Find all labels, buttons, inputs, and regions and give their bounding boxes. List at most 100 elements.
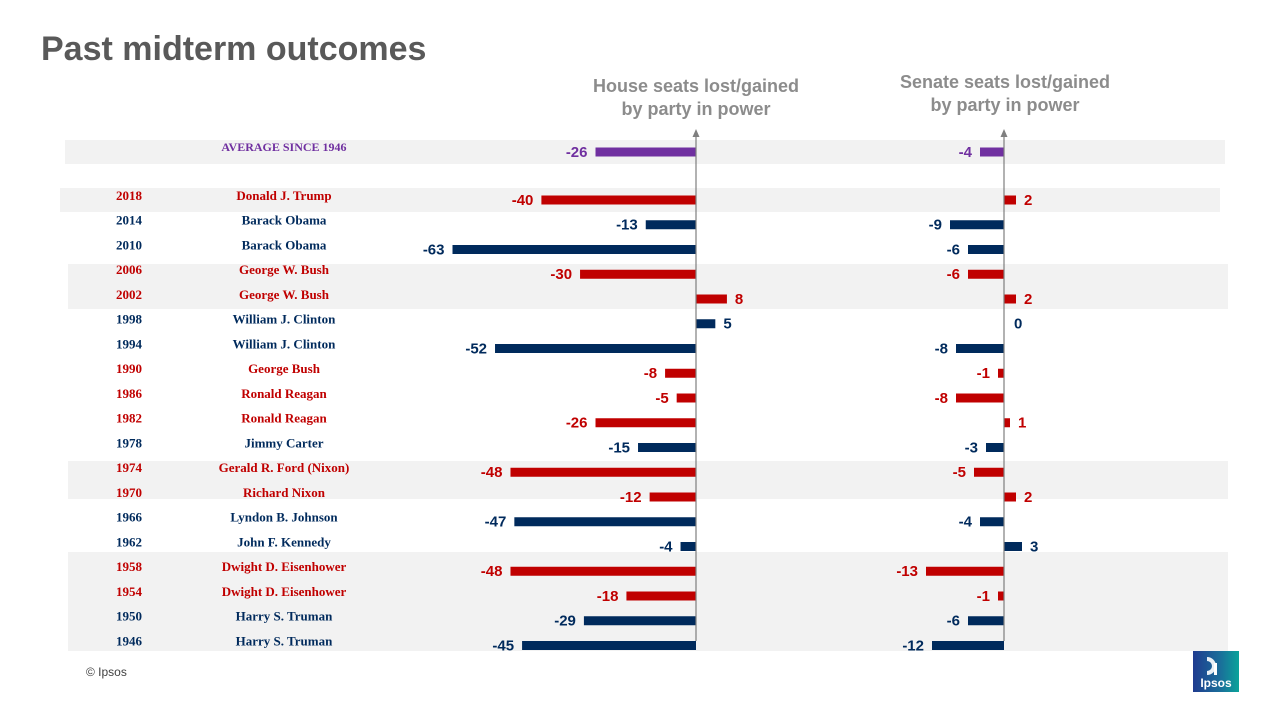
- senate-value-2002: 2: [1024, 291, 1032, 308]
- ipsos-logo: Ipsos: [1193, 651, 1239, 692]
- year-label-2002: 2002: [116, 287, 142, 302]
- president-label-1982: Ronald Reagan: [241, 411, 327, 426]
- house-value-1978: -15: [608, 439, 630, 456]
- year-label-1990: 1990: [116, 361, 142, 376]
- house-bar-2010: [452, 245, 696, 254]
- senate-bar-2002: [1004, 294, 1016, 304]
- row-2010: 2010 Barack Obama -63 -6: [116, 237, 1004, 258]
- house-value-2014: -13: [616, 217, 638, 234]
- senate-header-line1: Senate seats lost/gained: [899, 72, 1111, 92]
- row-1958: 1958 Dwight D. Eisenhower -48 -13: [116, 559, 1004, 580]
- senate-bar-2010: [968, 245, 1004, 254]
- house-zero-axis-arrow: [692, 129, 700, 137]
- house-value-1966: -47: [485, 514, 507, 531]
- senate-bar-1946: [932, 641, 1004, 650]
- president-label-2006: George W. Bush: [239, 262, 330, 277]
- president-label-1954: Dwight D. Eisenhower: [222, 584, 347, 599]
- average-row: AVERAGE SINCE 1946 -26 -4: [221, 140, 1004, 161]
- year-label-2018: 2018: [116, 188, 143, 203]
- senate-bar-1958: [926, 566, 1004, 576]
- average-label: AVERAGE SINCE 1946: [221, 140, 346, 154]
- house-value-2018: -40: [512, 192, 534, 209]
- year-label-1986: 1986: [116, 386, 143, 401]
- senate-bar-1950: [968, 616, 1004, 626]
- senate-value-1982: 1: [1018, 415, 1026, 432]
- house-bar-2006: [580, 269, 696, 279]
- row-1974: 1974 Gerald R. Ford (Nixon) -48 -5: [116, 460, 1004, 481]
- house-bar-1954: [626, 591, 696, 601]
- senate-value-average: -4: [959, 144, 973, 161]
- year-label-1994: 1994: [116, 336, 143, 351]
- page-title: Past midterm outcomes: [41, 30, 427, 68]
- senate-bar-1994: [956, 344, 1004, 353]
- house-header-line2: by party in power: [621, 99, 771, 119]
- house-value-1962: -4: [659, 538, 673, 555]
- house-value-1990: -8: [644, 365, 657, 382]
- year-label-1962: 1962: [116, 534, 142, 549]
- president-label-1986: Ronald Reagan: [241, 386, 327, 401]
- senate-bar-1982: [1004, 418, 1010, 428]
- row-2018: 2018 Donald J. Trump -40 2: [116, 188, 1032, 209]
- senate-bar-1990: [998, 368, 1004, 378]
- house-bar-1958: [510, 566, 696, 576]
- senate-bar-1966: [980, 517, 1004, 527]
- year-label-1958: 1958: [116, 559, 143, 574]
- president-label-1974: Gerald R. Ford (Nixon): [219, 460, 350, 475]
- president-label-2002: George W. Bush: [239, 287, 330, 302]
- year-label-1966: 1966: [116, 510, 143, 525]
- year-label-1974: 1974: [116, 460, 143, 475]
- row-1962: 1962 John F. Kennedy -4 3: [116, 534, 1038, 555]
- senate-zero-axis-arrow: [1000, 129, 1008, 137]
- house-value-1970: -12: [620, 489, 642, 506]
- senate-value-2014: -9: [929, 217, 942, 234]
- senate-value-1950: -6: [947, 613, 960, 630]
- senate-bar-1962: [1004, 542, 1022, 551]
- house-bar-1986: [676, 393, 696, 403]
- year-label-1946: 1946: [116, 633, 143, 648]
- year-label-2014: 2014: [116, 213, 143, 228]
- senate-value-1974: -5: [953, 464, 966, 481]
- house-column-header: House seats lost/gained by party in powe…: [566, 75, 826, 121]
- row-1966: 1966 Lyndon B. Johnson -47 -4: [116, 510, 1004, 531]
- year-label-1982: 1982: [116, 411, 142, 426]
- senate-bar-1986: [956, 393, 1004, 403]
- row-1950: 1950 Harry S. Truman -29 -6: [116, 609, 1004, 630]
- house-value-average: -26: [566, 144, 588, 161]
- house-value-1994: -52: [465, 340, 487, 357]
- senate-bar-1970: [1004, 492, 1016, 502]
- house-bar-1946: [522, 641, 696, 650]
- house-bar-2014: [645, 220, 696, 230]
- house-bar-1966: [514, 517, 696, 527]
- president-label-1958: Dwight D. Eisenhower: [222, 559, 347, 574]
- senate-value-1966: -4: [959, 514, 973, 531]
- house-bar-average: [595, 147, 696, 157]
- senate-value-1990: -1: [977, 365, 990, 382]
- row-1982: 1982 Ronald Reagan -26 1: [116, 411, 1026, 432]
- president-label-1950: Harry S. Truman: [236, 609, 333, 624]
- year-label-1978: 1978: [116, 435, 143, 450]
- president-label-1978: Jimmy Carter: [244, 435, 323, 450]
- president-label-2014: Barack Obama: [242, 213, 327, 228]
- year-label-1998: 1998: [116, 312, 143, 327]
- president-label-2010: Barack Obama: [242, 237, 327, 252]
- senate-bar-1978: [986, 443, 1004, 452]
- row-2002: 2002 George W. Bush 8 2: [116, 287, 1032, 308]
- president-label-1970: Richard Nixon: [243, 485, 326, 500]
- house-value-1958: -48: [481, 563, 503, 580]
- year-label-2010: 2010: [116, 237, 142, 252]
- year-label-1954: 1954: [116, 584, 143, 599]
- house-bar-1978: [638, 443, 696, 452]
- senate-value-1958: -13: [896, 563, 918, 580]
- row-1990: 1990 George Bush -8 -1: [116, 361, 1004, 382]
- senate-bar-2014: [950, 220, 1004, 230]
- row-1998: 1998 William J. Clinton 5 0: [116, 312, 1022, 333]
- house-value-2006: -30: [550, 266, 572, 283]
- logo-text: Ipsos: [1200, 676, 1232, 690]
- year-label-2006: 2006: [116, 262, 143, 277]
- senate-value-1962: 3: [1030, 538, 1038, 555]
- senate-value-1954: -1: [977, 588, 990, 605]
- row-1970: 1970 Richard Nixon -12 2: [116, 485, 1032, 506]
- senate-bar-average: [980, 147, 1004, 157]
- copyright-text: © Ipsos: [86, 665, 127, 679]
